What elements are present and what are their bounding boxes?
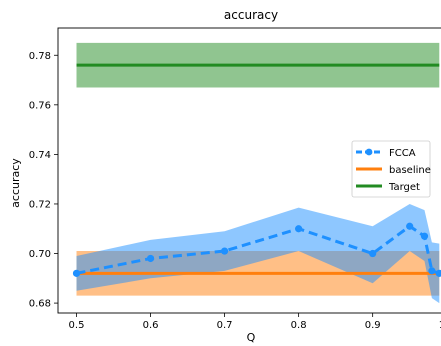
chart-title: accuracy bbox=[224, 8, 278, 22]
y-tick-label: 0.74 bbox=[29, 150, 51, 161]
fcca-point bbox=[428, 267, 436, 275]
y-tick-label: 0.72 bbox=[29, 199, 51, 210]
legend-box bbox=[351, 140, 431, 198]
y-tick-label: 0.76 bbox=[29, 100, 51, 111]
legend-marker-fcca bbox=[365, 148, 373, 156]
y-axis-label: accuracy bbox=[9, 158, 22, 208]
fcca-point bbox=[72, 269, 81, 277]
y-tick-label: 0.68 bbox=[29, 299, 51, 310]
x-tick-label: 0.8 bbox=[291, 320, 307, 331]
fcca-point bbox=[420, 232, 429, 240]
legend-label-baseline: baseline bbox=[389, 165, 431, 176]
y-tick-label: 0.78 bbox=[29, 51, 51, 62]
fcca-point bbox=[146, 254, 155, 263]
fcca-point bbox=[295, 225, 303, 233]
legend-label-fcca: FCCA bbox=[389, 148, 416, 159]
legend: FCCA baseline Target bbox=[351, 140, 431, 198]
fcca-confidence-band bbox=[76, 203, 440, 304]
x-tick-label: 0.9 bbox=[365, 320, 381, 331]
x-tick-label: 0.5 bbox=[69, 320, 85, 331]
axes-frame bbox=[57, 27, 441, 314]
fcca-point bbox=[220, 247, 229, 255]
x-tick-label: 1.0 bbox=[439, 320, 441, 331]
x-tick-label: 0.7 bbox=[217, 320, 233, 331]
x-axis-label: Q bbox=[247, 331, 256, 344]
fcca-line bbox=[76, 224, 440, 275]
y-tick-label: 0.70 bbox=[29, 249, 51, 260]
fcca-point bbox=[435, 269, 441, 277]
x-tick-label: 0.6 bbox=[143, 320, 159, 331]
legend-label-target: Target bbox=[388, 182, 420, 193]
fcca-point bbox=[406, 222, 414, 230]
fcca-point bbox=[369, 249, 377, 258]
